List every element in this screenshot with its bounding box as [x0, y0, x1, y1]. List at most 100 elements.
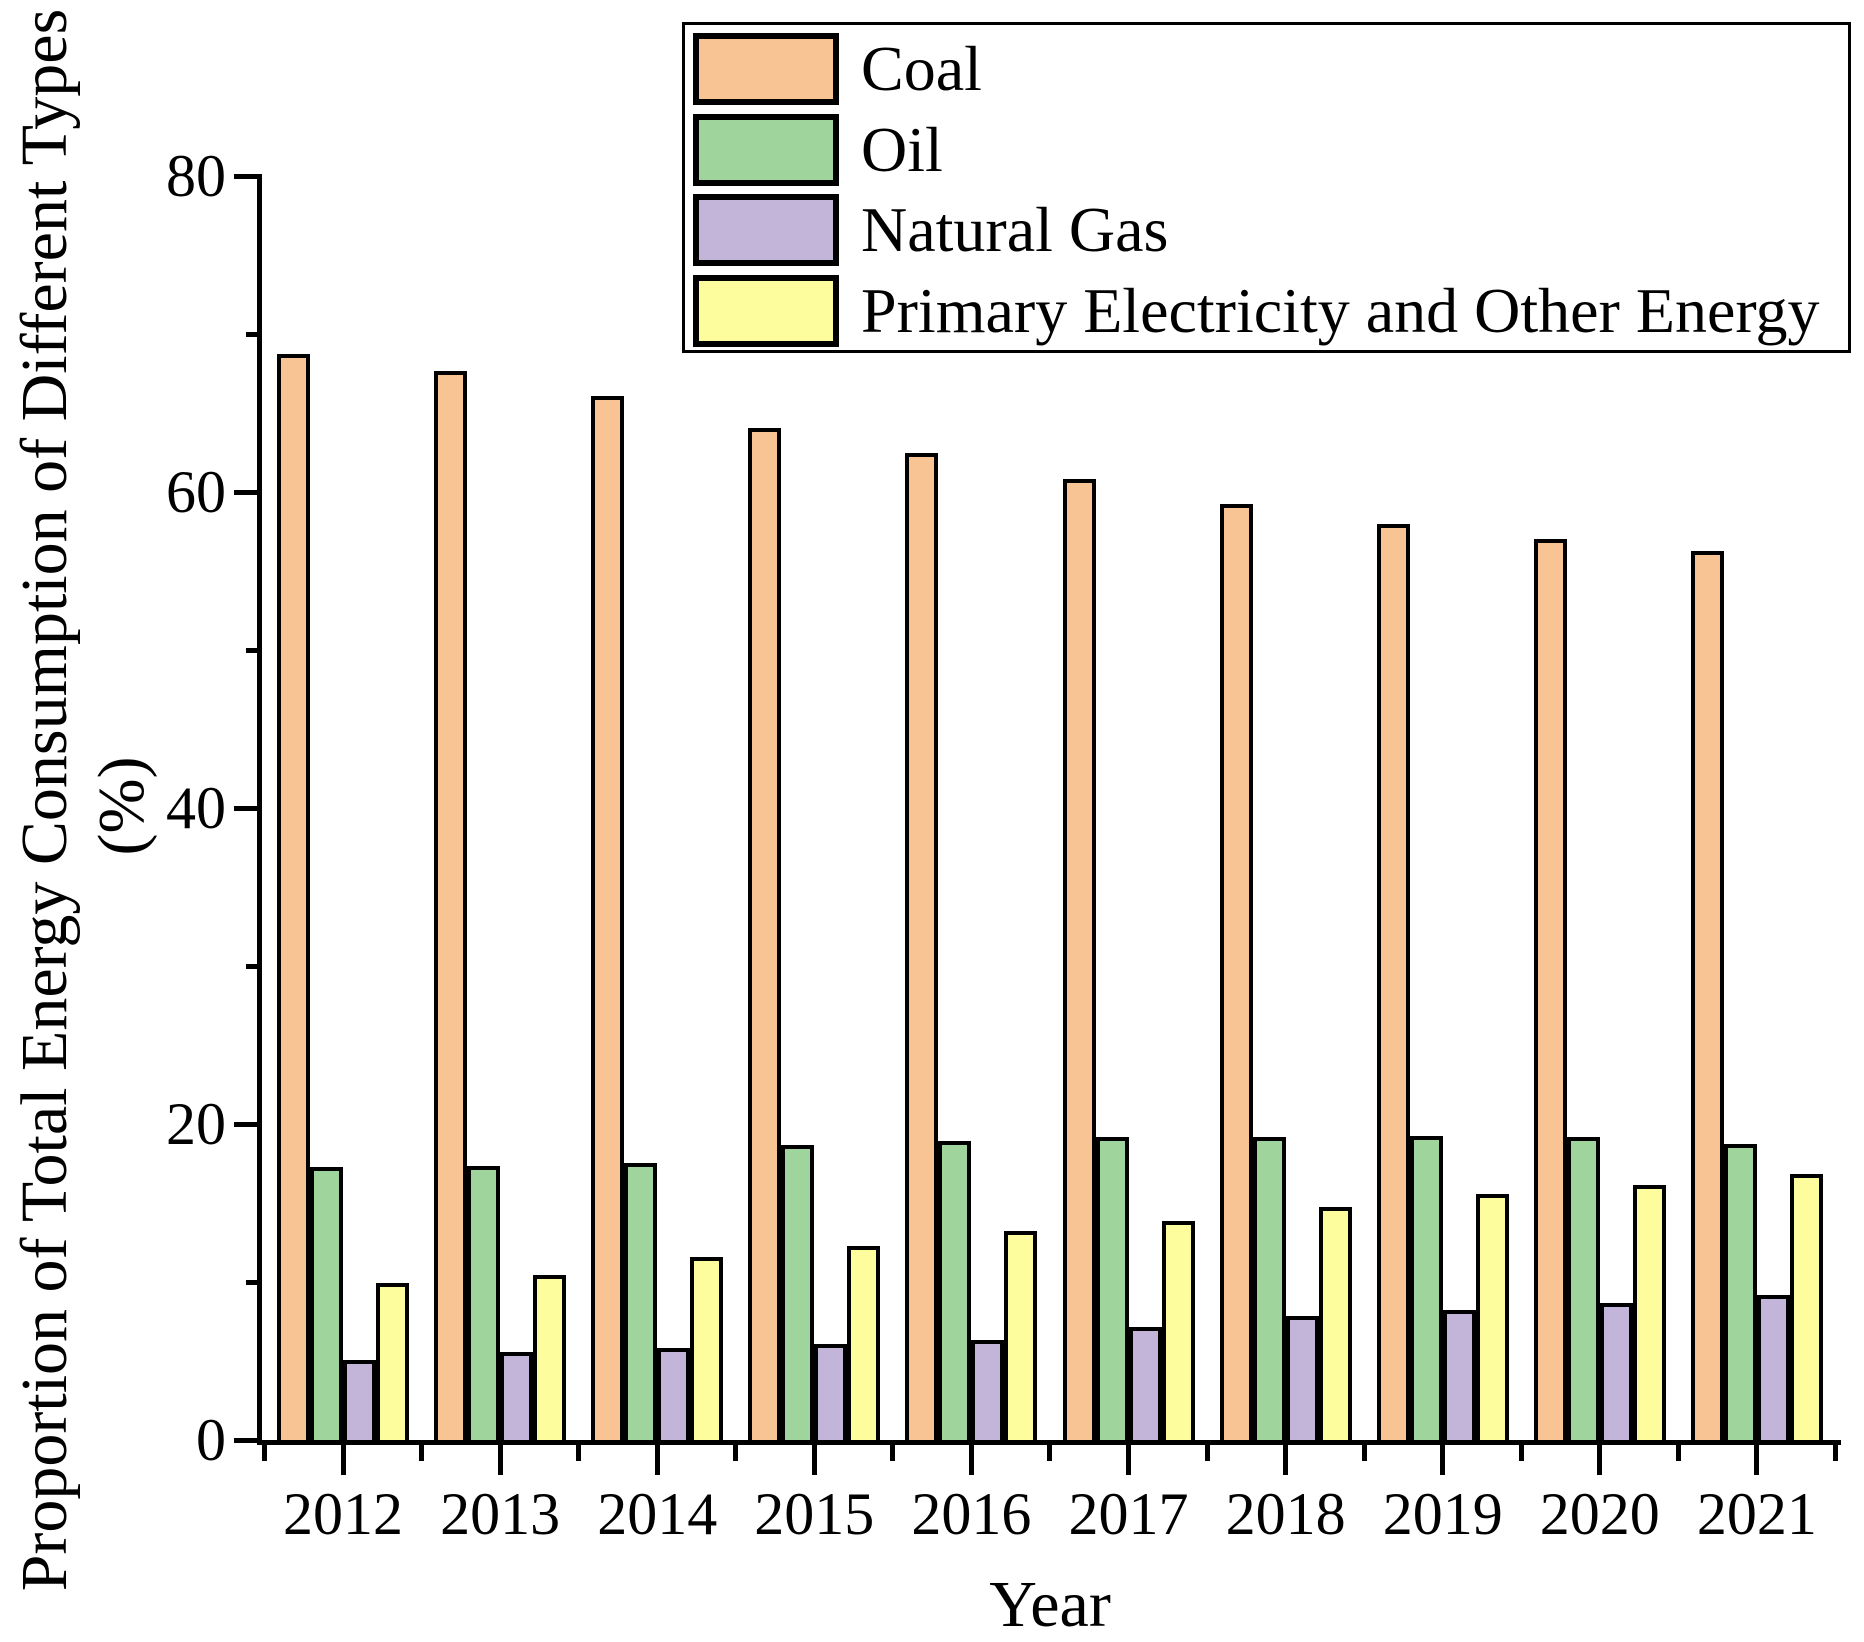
y-major-tick — [234, 805, 259, 811]
x-tick-label: 2014 — [597, 1481, 718, 1547]
bar-coal-2021 — [1690, 551, 1724, 1444]
x-major-tick — [811, 1445, 817, 1475]
x-tick-label: 2019 — [1382, 1481, 1503, 1547]
x-minor-tick — [419, 1445, 425, 1461]
x-minor-tick — [1047, 1445, 1053, 1461]
y-minor-tick — [246, 963, 259, 969]
x-tick-label: 2013 — [440, 1481, 561, 1547]
x-minor-tick — [733, 1445, 739, 1461]
legend: Coal Oil Natural Gas Primary Electricity… — [682, 22, 1851, 353]
y-minor-tick — [246, 331, 259, 337]
x-major-tick — [968, 1445, 974, 1475]
legend-swatch-coal — [693, 33, 839, 106]
y-axis-spine — [257, 173, 262, 1445]
y-major-tick — [234, 173, 259, 179]
y-tick-label: 60 — [166, 459, 226, 525]
y-tick-label: 40 — [166, 775, 226, 841]
x-minor-tick — [1361, 1445, 1367, 1461]
x-minor-tick — [890, 1445, 896, 1461]
y-axis-title-units: (%) — [85, 756, 158, 856]
x-major-tick — [1754, 1445, 1760, 1475]
bar-oil-2016 — [938, 1140, 972, 1444]
x-minor-tick — [1518, 1445, 1524, 1461]
bar-natural-gas-2016 — [971, 1339, 1005, 1444]
x-axis-spine — [257, 1440, 1841, 1445]
bar-primary-electricity-and-other-energy-2018 — [1318, 1206, 1352, 1444]
bar-natural-gas-2013 — [500, 1352, 534, 1444]
bar-oil-2018 — [1252, 1137, 1286, 1444]
bar-primary-electricity-and-other-energy-2021 — [1789, 1173, 1823, 1444]
legend-label-natural-gas: Natural Gas — [861, 194, 1169, 266]
x-major-tick — [1440, 1445, 1446, 1475]
bar-coal-2020 — [1533, 538, 1567, 1444]
x-major-tick — [497, 1445, 503, 1475]
legend-swatch-natural-gas — [693, 194, 839, 267]
bar-natural-gas-2020 — [1599, 1303, 1633, 1444]
x-major-tick — [654, 1445, 660, 1475]
bar-natural-gas-2012 — [343, 1360, 376, 1444]
legend-swatch-primary-electricity — [693, 274, 839, 347]
x-tick-label: 2015 — [754, 1481, 875, 1547]
x-tick-label: 2018 — [1225, 1481, 1346, 1547]
x-minor-tick — [1675, 1445, 1681, 1461]
y-axis-title: Proportion of Total Energy Consumption o… — [8, 8, 81, 1592]
x-tick-label: 2021 — [1696, 1481, 1817, 1547]
bar-natural-gas-2017 — [1128, 1326, 1162, 1444]
bar-primary-electricity-and-other-energy-2013 — [533, 1274, 567, 1444]
bar-primary-electricity-and-other-energy-2020 — [1632, 1184, 1666, 1444]
legend-row-natural-gas: Natural Gas — [693, 190, 1848, 271]
bar-coal-2016 — [905, 453, 939, 1444]
bar-natural-gas-2019 — [1442, 1309, 1476, 1444]
bar-coal-2018 — [1219, 503, 1253, 1444]
bar-natural-gas-2021 — [1756, 1295, 1790, 1444]
x-tick-label: 2017 — [1068, 1481, 1189, 1547]
x-minor-tick — [261, 1445, 267, 1461]
bar-oil-2020 — [1566, 1137, 1600, 1444]
y-tick-label: 80 — [166, 143, 226, 209]
legend-row-coal: Coal — [693, 29, 1848, 110]
x-tick-label: 2012 — [283, 1481, 403, 1547]
legend-label-primary-electricity: Primary Electricity and Other Energy — [861, 274, 1820, 346]
legend-row-oil: Oil — [693, 110, 1848, 191]
bar-oil-2019 — [1409, 1135, 1443, 1444]
x-minor-tick — [1832, 1445, 1838, 1461]
bar-natural-gas-2014 — [657, 1347, 691, 1444]
bar-oil-2021 — [1723, 1143, 1757, 1444]
bar-coal-2015 — [748, 427, 782, 1444]
bar-oil-2014 — [624, 1162, 658, 1444]
y-major-tick — [234, 1437, 259, 1443]
x-major-tick — [1597, 1445, 1603, 1475]
x-tick-label: 2016 — [911, 1481, 1032, 1547]
y-tick-label: 0 — [196, 1407, 226, 1473]
bar-natural-gas-2018 — [1285, 1315, 1319, 1444]
bar-coal-2013 — [434, 371, 468, 1444]
y-tick-label: 20 — [166, 1091, 226, 1157]
x-major-tick — [340, 1445, 346, 1475]
bar-oil-2013 — [467, 1165, 501, 1444]
x-tick-label: 2020 — [1539, 1481, 1660, 1547]
x-minor-tick — [1204, 1445, 1210, 1461]
bar-primary-electricity-and-other-energy-2015 — [847, 1246, 881, 1444]
bar-oil-2015 — [781, 1145, 815, 1444]
bar-primary-electricity-and-other-energy-2017 — [1161, 1221, 1195, 1444]
bar-primary-electricity-and-other-energy-2012 — [376, 1282, 409, 1444]
y-minor-tick — [246, 647, 259, 653]
bar-oil-2017 — [1095, 1137, 1129, 1444]
y-major-tick — [234, 1121, 259, 1127]
y-major-tick — [234, 489, 259, 495]
bar-primary-electricity-and-other-energy-2019 — [1475, 1194, 1509, 1444]
legend-label-coal: Coal — [861, 33, 982, 105]
bar-coal-2017 — [1062, 478, 1096, 1444]
x-major-tick — [1283, 1445, 1289, 1475]
bar-oil-2012 — [310, 1167, 343, 1444]
legend-label-oil: Oil — [861, 113, 943, 185]
x-axis-title: Year — [989, 1568, 1111, 1641]
legend-row-primary-electricity: Primary Electricity and Other Energy — [693, 271, 1848, 352]
legend-swatch-oil — [693, 113, 839, 186]
bar-coal-2019 — [1376, 524, 1410, 1444]
x-major-tick — [1126, 1445, 1131, 1475]
y-minor-tick — [246, 1279, 259, 1285]
bar-coal-2014 — [591, 396, 625, 1444]
